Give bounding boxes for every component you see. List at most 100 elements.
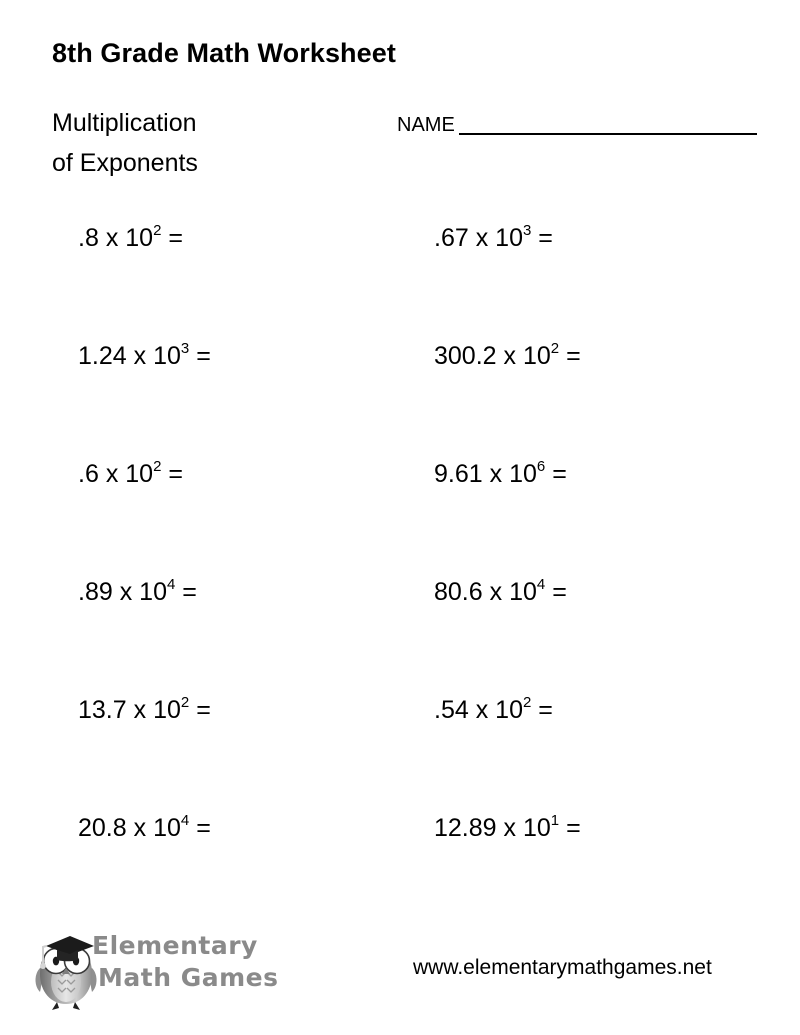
problem-row: .6 x 102 = 9.61 x 106 = <box>0 458 800 576</box>
space <box>127 696 134 724</box>
space <box>516 814 523 842</box>
equals-sign: = <box>196 342 211 370</box>
subject-heading: Multiplication of Exponents <box>52 103 352 183</box>
problem-item: .54 x 102 = <box>434 694 553 726</box>
equals-sign: = <box>168 224 183 252</box>
problem-row: 13.7 x 102 = .54 x 102 = <box>0 694 800 812</box>
name-field-row: NAME <box>397 114 757 137</box>
site-url[interactable]: www.elementarymathgames.net <box>413 956 712 979</box>
space <box>516 342 523 370</box>
multiplication-operator: x <box>475 224 489 252</box>
problem-item: 20.8 x 104 = <box>78 812 211 844</box>
base: 10 <box>153 696 181 724</box>
graduation-owl-icon <box>35 936 97 1010</box>
base: 10 <box>139 578 167 606</box>
base: 10 <box>522 814 551 842</box>
brand-logo-text: Elementary Math Games <box>92 930 282 994</box>
subject-heading-line-2: of Exponents <box>52 149 198 177</box>
exponent: 2 <box>153 457 162 475</box>
space <box>113 578 120 606</box>
page-footer: Elementary Math Games www.elementarymath… <box>0 918 800 1035</box>
multiplication-operator: x <box>119 578 133 606</box>
problem-item: 1.24 x 103 = <box>78 340 211 372</box>
multiplication-operator: x <box>105 460 119 488</box>
problem-item: .89 x 104 = <box>78 576 197 608</box>
equals-sign: = <box>196 814 211 842</box>
coefficient: 20.8 <box>78 814 127 842</box>
space <box>99 460 106 488</box>
problem-row: .89 x 104 = 80.6 x 104 = <box>0 576 800 694</box>
coefficient: 80.6 <box>434 578 483 606</box>
coefficient: .6 <box>78 460 99 488</box>
base: 10 <box>495 224 523 252</box>
base: 10 <box>153 342 181 370</box>
space <box>99 224 106 252</box>
multiplication-operator: x <box>105 224 119 252</box>
page-title: 8th Grade Math Worksheet <box>52 38 396 68</box>
equals-sign: = <box>538 224 553 252</box>
name-label: NAME <box>397 114 455 136</box>
coefficient: 300.2 <box>434 342 497 370</box>
exponent: 2 <box>180 693 190 711</box>
base: 10 <box>522 342 551 370</box>
equals-sign: = <box>566 814 581 842</box>
name-input-line[interactable] <box>458 133 757 135</box>
brand-logo-line-2: Math Games <box>98 963 279 992</box>
exponent: 2 <box>550 339 560 357</box>
space <box>497 814 504 842</box>
problem-item: 13.7 x 102 = <box>78 694 211 726</box>
coefficient: .89 <box>78 578 113 606</box>
multiplication-operator: x <box>133 342 147 370</box>
space <box>127 814 134 842</box>
brand-logo-line-1: Elementary <box>92 931 258 960</box>
coefficient: 9.61 <box>434 460 483 488</box>
problem-row: 20.8 x 104 = 12.89 x 101 = <box>0 812 800 930</box>
space <box>469 224 476 252</box>
multiplication-operator: x <box>475 696 489 724</box>
base: 10 <box>125 224 154 252</box>
problem-item: 9.61 x 106 = <box>434 458 567 490</box>
base: 10 <box>495 696 523 724</box>
exponent: 1 <box>550 811 560 829</box>
multiplication-operator: x <box>489 578 503 606</box>
problem-list: .8 x 102 = .67 x 103 = 1.24 x 103 = 300.… <box>0 222 800 930</box>
exponent: 4 <box>536 575 546 593</box>
exponent: 3 <box>522 221 532 239</box>
coefficient: 13.7 <box>78 696 127 724</box>
multiplication-operator: x <box>133 814 147 842</box>
base: 10 <box>125 460 154 488</box>
exponent: 2 <box>153 221 162 239</box>
problem-item: 12.89 x 101 = <box>434 812 581 844</box>
subject-heading-line-1: Multiplication <box>52 109 197 137</box>
equals-sign: = <box>168 460 183 488</box>
problem-item: 300.2 x 102 = <box>434 340 581 372</box>
equals-sign: = <box>552 460 567 488</box>
coefficient: .8 <box>78 224 99 252</box>
equals-sign: = <box>196 696 211 724</box>
multiplication-operator: x <box>489 460 503 488</box>
problem-item: 80.6 x 104 = <box>434 576 567 608</box>
space <box>497 342 504 370</box>
coefficient: .54 <box>434 696 469 724</box>
base: 10 <box>509 460 537 488</box>
coefficient: 12.89 <box>434 814 497 842</box>
multiplication-operator: x <box>503 814 517 842</box>
base: 10 <box>509 578 537 606</box>
base: 10 <box>153 814 181 842</box>
brand-logo[interactable]: Elementary Math Games <box>30 924 280 1014</box>
equals-sign: = <box>538 696 553 724</box>
equals-sign: = <box>566 342 581 370</box>
coefficient: .67 <box>434 224 469 252</box>
coefficient: 1.24 <box>78 342 127 370</box>
space <box>483 460 490 488</box>
exponent: 4 <box>180 811 190 829</box>
equals-sign: = <box>552 578 567 606</box>
exponent: 4 <box>166 575 176 593</box>
problem-item: .8 x 102 = <box>78 222 183 254</box>
problem-item: .6 x 102 = <box>78 458 183 490</box>
exponent: 3 <box>180 339 190 357</box>
exponent: 2 <box>522 693 532 711</box>
problem-row: 1.24 x 103 = 300.2 x 102 = <box>0 340 800 458</box>
space <box>483 578 490 606</box>
